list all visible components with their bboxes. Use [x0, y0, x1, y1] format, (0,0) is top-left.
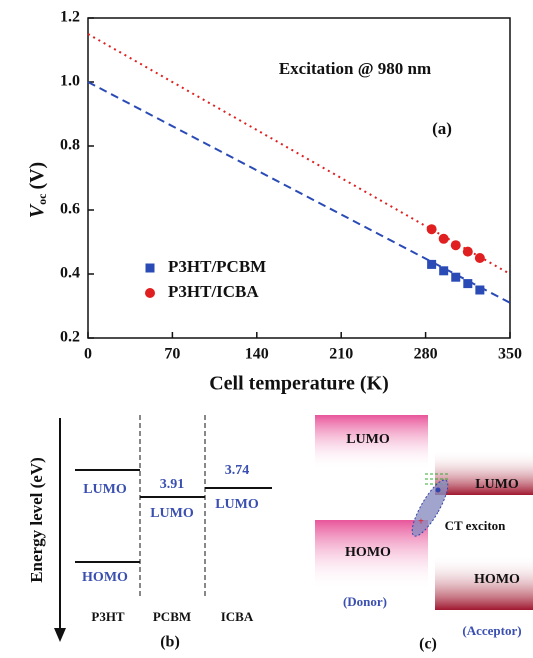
- data-point: [438, 233, 449, 244]
- x-tick-label: 0: [84, 346, 92, 363]
- material-label: P3HT: [91, 609, 125, 624]
- legend-label: P3HT/PCBM: [168, 257, 266, 276]
- x-tick-label: 280: [414, 346, 438, 363]
- y-tick-label: 1.0: [60, 73, 80, 90]
- data-point: [463, 279, 473, 289]
- level-label: LUMO: [150, 506, 194, 521]
- data-point: [462, 246, 473, 257]
- acceptor-lumo-band: [435, 450, 533, 495]
- data-point: [451, 272, 461, 282]
- level-value: 3.74: [225, 463, 250, 478]
- x-tick-label: 70: [164, 346, 180, 363]
- legend-marker: [145, 263, 155, 273]
- exciton-ellipse: [411, 479, 449, 537]
- electron: [435, 487, 441, 493]
- y-tick-label: 0.4: [60, 265, 80, 282]
- band-label: LUMO: [475, 477, 519, 492]
- y-tick-label: 1.2: [60, 9, 80, 26]
- data-point: [450, 240, 461, 251]
- data-point: [475, 285, 485, 295]
- y-tick-label: 0.2: [60, 329, 80, 346]
- energy-axis-label: Energy level (eV): [27, 457, 46, 583]
- band-label: HOMO: [345, 545, 391, 560]
- material-label: ICBA: [221, 609, 254, 624]
- arrow-head: [54, 628, 66, 642]
- x-tick-label: 210: [329, 346, 353, 363]
- data-point: [426, 224, 437, 235]
- acceptor-homo-band: [435, 555, 533, 610]
- plot-frame: [87, 17, 511, 339]
- data-point: [439, 266, 449, 276]
- band-label: HOMO: [474, 572, 520, 587]
- panel-label: (b): [160, 634, 180, 651]
- level-label: HOMO: [82, 570, 128, 585]
- exciton-label: CT exciton: [445, 518, 507, 533]
- hole: +: [418, 516, 424, 527]
- donor-homo-band: [315, 520, 428, 590]
- y-axis-label: Voc(V): [26, 162, 49, 218]
- level-value: 3.91: [160, 477, 185, 492]
- level-label: LUMO: [83, 482, 127, 497]
- legend-label: P3HT/ICBA: [168, 282, 259, 301]
- x-tick-label: 350: [498, 346, 522, 363]
- level-label: LUMO: [215, 497, 259, 512]
- donor-lumo-band: [315, 415, 428, 470]
- data-point: [474, 253, 485, 263]
- role-label: (Donor): [343, 594, 387, 609]
- role-label: (Acceptor): [462, 623, 521, 638]
- band-label: LUMO: [346, 432, 390, 447]
- annotation: Excitation @ 980 nm: [279, 59, 431, 78]
- fit-line: [87, 81, 511, 304]
- panel-label: (a): [432, 119, 452, 138]
- panel-label: (c): [419, 636, 437, 653]
- legend-marker: [145, 288, 155, 298]
- y-tick-label: 0.6: [60, 201, 80, 218]
- x-tick-label: 140: [245, 346, 269, 363]
- x-axis-label: Cell temperature (K): [209, 373, 389, 395]
- data-point: [427, 259, 437, 269]
- y-tick-label: 0.8: [60, 137, 80, 154]
- material-label: PCBM: [153, 609, 191, 624]
